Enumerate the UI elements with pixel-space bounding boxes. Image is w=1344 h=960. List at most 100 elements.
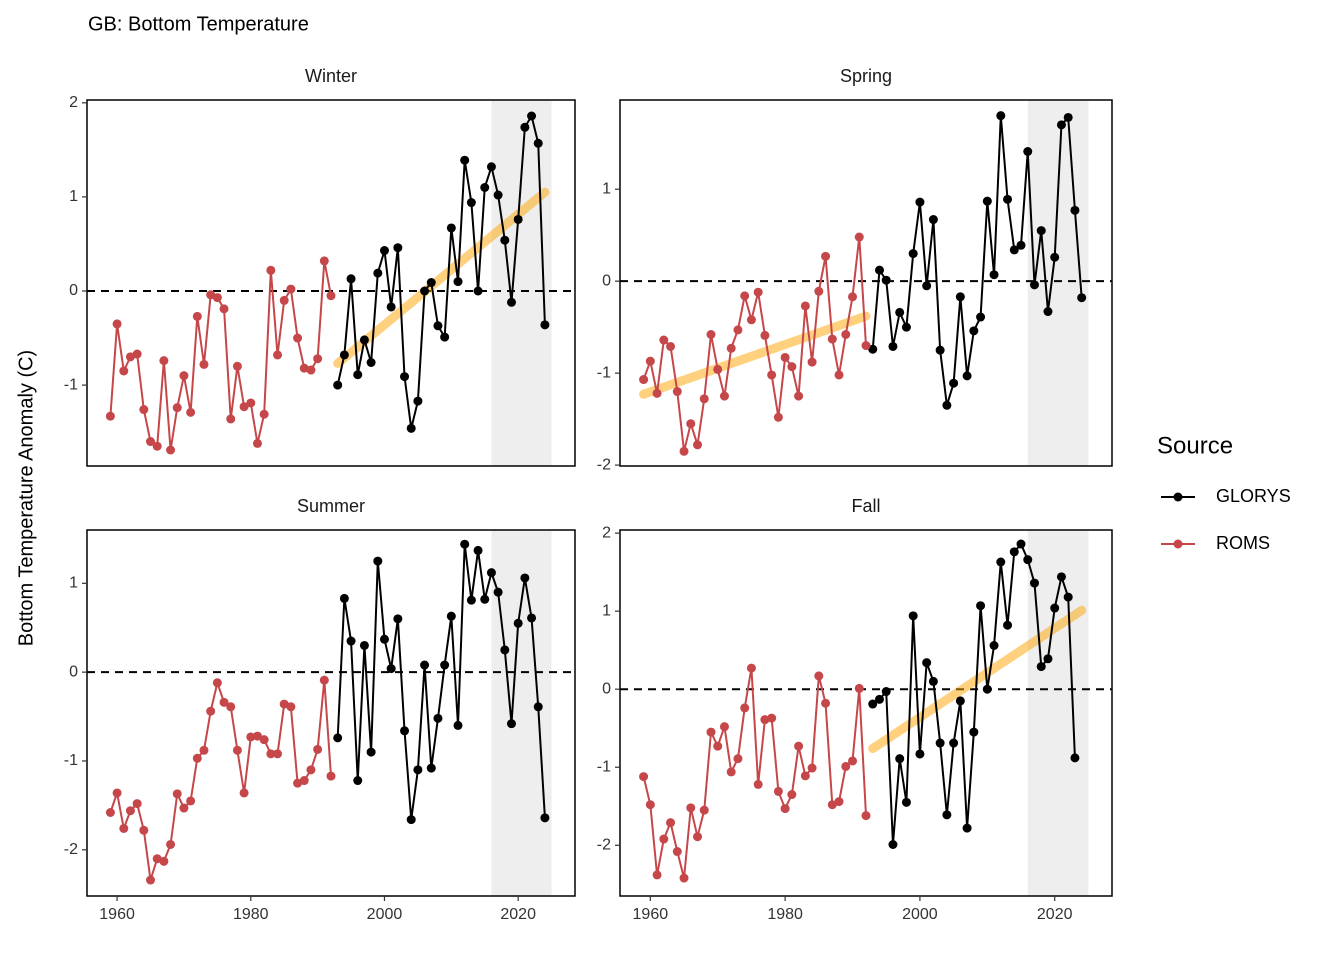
data-point (915, 749, 925, 759)
data-point (440, 660, 450, 670)
data-point (373, 268, 383, 278)
data-point (1009, 547, 1019, 557)
data-point (112, 319, 122, 329)
data-point (453, 720, 463, 730)
data-point (821, 251, 831, 261)
data-point (814, 671, 824, 681)
data-point (219, 304, 229, 314)
data-point (112, 788, 122, 798)
data-point (719, 391, 729, 401)
data-point (426, 763, 436, 773)
panel: Spring -2 -1 0 1 (597, 66, 1113, 473)
data-point (493, 190, 503, 200)
data-point (787, 790, 797, 800)
data-point (834, 370, 844, 380)
data-point (942, 400, 952, 410)
data-point (1009, 245, 1019, 255)
data-point (659, 834, 669, 844)
panel-border (86, 529, 576, 897)
data-point (159, 856, 169, 866)
data-point (379, 634, 389, 644)
data-point (955, 292, 965, 302)
x-tick-label: 2020 (1037, 906, 1073, 923)
data-point (807, 763, 817, 773)
data-point (821, 698, 831, 708)
data-point (132, 799, 142, 809)
data-point (996, 111, 1006, 121)
data-point (446, 611, 456, 621)
data-point (486, 162, 496, 172)
data-point (339, 593, 349, 603)
data-point (713, 364, 723, 374)
data-point (520, 122, 530, 132)
data-point (426, 278, 436, 288)
x-tick-label: 1980 (767, 906, 803, 923)
data-point (139, 825, 149, 835)
legend-marker (1173, 492, 1183, 502)
y-tick-label: 0 (69, 663, 78, 680)
data-point (333, 733, 343, 743)
y-tick-label: -1 (597, 758, 611, 775)
data-point (373, 556, 383, 566)
data-point (881, 687, 891, 697)
data-point (166, 445, 176, 455)
data-point (159, 356, 169, 366)
data-point (901, 797, 911, 807)
data-point (949, 738, 959, 748)
data-point (413, 765, 423, 775)
y-tick-label: 2 (69, 94, 78, 111)
plot-area (620, 100, 1112, 466)
panel-title: Winter (305, 66, 357, 86)
data-point (794, 391, 804, 401)
data-point (326, 291, 336, 301)
data-point (1043, 307, 1053, 317)
data-point (306, 765, 316, 775)
data-point (800, 301, 810, 311)
data-point (179, 803, 189, 813)
data-point (726, 343, 736, 353)
data-point (466, 198, 476, 208)
data-point (800, 771, 810, 781)
series-line (871, 115, 1083, 406)
panel: Winter -1 0 1 2 (64, 66, 576, 467)
data-point (1016, 240, 1026, 250)
data-point (1036, 662, 1046, 672)
data-point (527, 613, 537, 623)
series-line (109, 260, 332, 451)
data-point (949, 378, 959, 388)
data-point (1036, 226, 1046, 236)
data-point (393, 243, 403, 253)
data-point (848, 292, 858, 302)
data-point (513, 618, 523, 628)
data-point (533, 702, 543, 712)
data-point (119, 823, 129, 833)
panel: Fall -2 -1 0 1 2 1960 1980 2000 2020 (597, 496, 1113, 923)
data-point (962, 371, 972, 381)
data-point (1063, 112, 1073, 122)
data-point (480, 594, 490, 604)
data-point (874, 694, 884, 704)
data-point (901, 322, 911, 332)
data-point (848, 756, 858, 766)
data-point (753, 287, 763, 297)
data-point (353, 370, 363, 380)
data-point (645, 800, 655, 810)
data-point (359, 640, 369, 650)
data-point (433, 321, 443, 331)
data-point (420, 660, 430, 670)
data-point (1050, 252, 1060, 262)
data-point (266, 265, 276, 275)
data-point (1023, 146, 1033, 156)
data-point (500, 235, 510, 245)
data-point (460, 539, 470, 549)
data-point (760, 330, 770, 340)
data-point (453, 277, 463, 287)
data-point (366, 358, 376, 368)
data-point (1003, 620, 1013, 630)
y-tick-label: -2 (597, 836, 611, 853)
data-point (252, 438, 262, 448)
data-point (969, 326, 979, 336)
legend-label: ROMS (1216, 533, 1270, 553)
data-point (386, 302, 396, 312)
data-point (1056, 120, 1066, 130)
